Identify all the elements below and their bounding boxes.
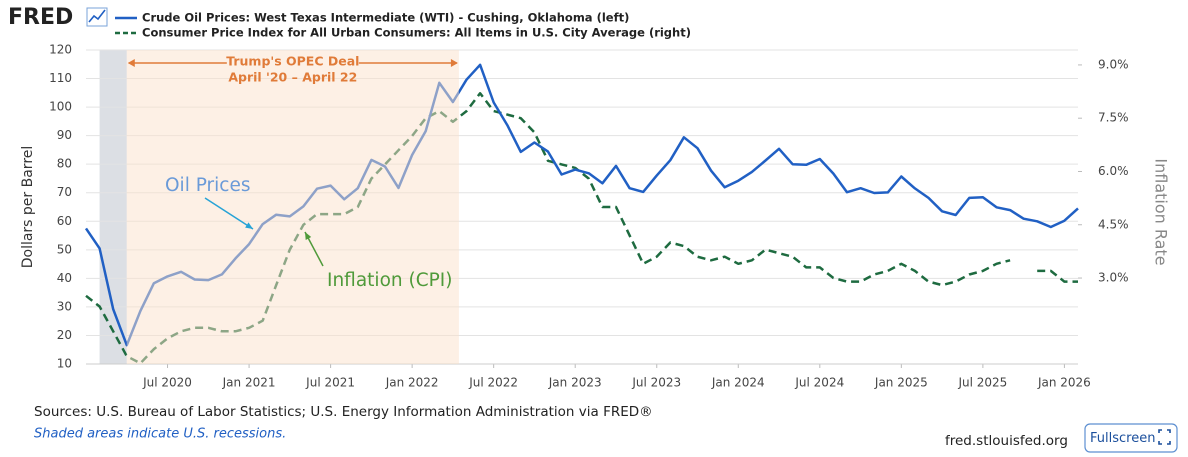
y-tick-label: 90 [57,128,72,142]
x-tick-label: Jul 2021 [305,376,355,390]
x-tick-label: Jan 2025 [874,376,928,390]
site-link[interactable]: fred.stlouisfed.org [945,433,1068,449]
y-tick-label: 20 [57,328,72,342]
x-tick-label: Jan 2023 [548,376,602,390]
legend-label: Consumer Price Index for All Urban Consu… [142,26,691,40]
x-tick-label: Jul 2022 [468,376,518,390]
x-tick-label: Jul 2024 [794,376,844,390]
y-tick-label: 60 [57,214,72,228]
annotation-arrow [204,197,254,230]
arrow-head [245,222,253,229]
y2-tick-label: 3.0% [1098,271,1129,285]
y2-tick-label: 6.0% [1098,164,1129,178]
highlight-subtitle: April '20 – April 22 [228,70,357,85]
x-tick-label: Jul 2020 [142,376,192,390]
y-tick-label: 50 [57,242,72,256]
y2-tick-label: 9.0% [1098,57,1129,71]
annotation: Inflation (CPI) [327,270,452,291]
y-tick-label: 70 [57,185,72,199]
y2-tick-label: 7.5% [1098,111,1129,125]
y2-tick-label: 4.5% [1098,217,1129,231]
plot-area: 10 20 30 40 50 60 70 80 90 100 110 120 3.0% 4.5% 6.0% 7… [20,43,1171,390]
arrow-head [450,59,458,67]
x-tick-label: Jan 2024 [711,376,765,390]
y-tick-label: 10 [57,357,72,371]
x-tick-label: Jul 2023 [631,376,681,390]
button-icon[interactable] [1158,429,1171,445]
y-tick-label: 120 [49,43,72,57]
y2-axis-title: Inflation Rate [1152,158,1171,265]
highlight-title: Trump's OPEC Deal [226,54,359,69]
fullscreen-button[interactable]: Fullscreen [1084,423,1178,453]
recession-note: Shaded areas indicate U.S. recessions. [34,427,286,442]
logo-icon [86,7,108,27]
x-tick-label: Jan 2021 [222,376,276,390]
button-label[interactable]: Fullscreen [1090,431,1155,446]
x-tick-label: Jul 2025 [957,376,1007,390]
annotation: Oil Prices [165,175,251,196]
legend: Crude Oil Prices: West Texas Intermediat… [115,11,691,40]
y-tick-label: 40 [57,271,72,285]
legend-label: Crude Oil Prices: West Texas Intermediat… [142,11,629,25]
y-tick-label: 80 [57,157,72,171]
y-tick-label: 30 [57,299,72,313]
recession-band [99,50,127,364]
arrow-head [305,232,312,240]
button-frame[interactable] [1084,423,1178,453]
y-tick-label: 100 [49,100,72,114]
y-tick-label: 110 [49,71,72,85]
logo: FRED [8,5,73,30]
arrow-head [127,59,135,67]
y-axis-title: Dollars per Barrel [20,146,36,269]
x-tick-label: Jan 2026 [1037,376,1091,390]
x-tick-label: Jan 2022 [385,376,439,390]
sources: Sources: U.S. Bureau of Labor Statistics… [34,404,653,420]
highlight-band [126,50,459,364]
